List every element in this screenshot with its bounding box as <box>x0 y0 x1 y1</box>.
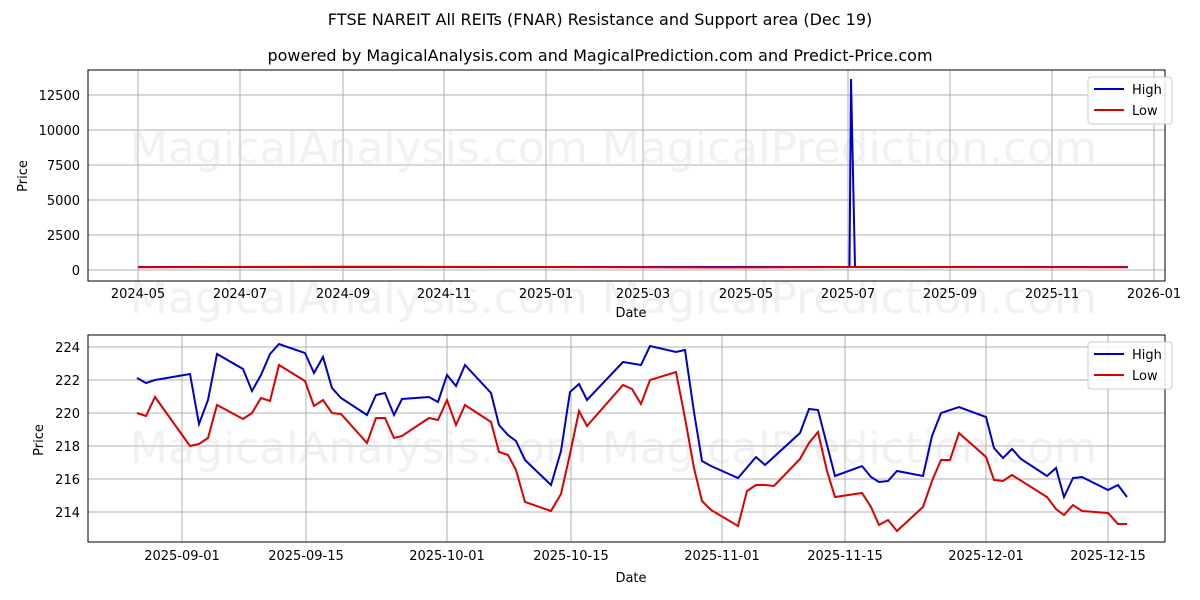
svg-text:10000: 10000 <box>39 124 80 139</box>
upper-low-line <box>137 265 1129 269</box>
lower-x-axis-label: Date <box>615 571 646 586</box>
watermark-analysis-3: MagicalAnalysis.com <box>130 423 588 474</box>
svg-text:222: 222 <box>55 374 80 389</box>
lower-legend: High Low <box>1087 341 1173 390</box>
svg-text:7500: 7500 <box>47 159 80 174</box>
upper-chart: MagicalAnalysis.com MagicalPrediction.co… <box>16 69 1181 324</box>
svg-text:2024-11: 2024-11 <box>417 287 471 302</box>
watermark-analysis: MagicalAnalysis.com <box>130 123 588 174</box>
svg-text:2025-09: 2025-09 <box>923 287 977 302</box>
upper-gridlines <box>88 70 1165 281</box>
chart-title: FTSE NAREIT All REITs (FNAR) Resistance … <box>327 10 873 29</box>
svg-text:216: 216 <box>55 473 80 488</box>
watermark-prediction-3: MagicalPrediction.com <box>602 423 1097 474</box>
upper-x-axis-label: Date <box>615 306 646 321</box>
svg-text:224: 224 <box>55 341 80 356</box>
legend-low-label-2: Low <box>1132 369 1158 384</box>
svg-text:2025-12-01: 2025-12-01 <box>948 549 1024 564</box>
chart-subtitle: powered by MagicalAnalysis.com and Magic… <box>267 46 933 65</box>
svg-text:5000: 5000 <box>47 194 80 209</box>
svg-text:0: 0 <box>72 264 80 279</box>
upper-x-ticks: 2024-05 2024-07 2024-09 2024-11 2025-01 … <box>111 287 1181 302</box>
svg-text:2025-01: 2025-01 <box>519 287 573 302</box>
svg-text:2025-09-15: 2025-09-15 <box>268 549 344 564</box>
upper-legend: High Low <box>1087 76 1173 125</box>
lower-low-line <box>136 363 1127 533</box>
upper-y-ticks: 0 2500 5000 7500 10000 12500 <box>39 89 80 279</box>
svg-text:214: 214 <box>55 506 80 521</box>
svg-text:2025-09-01: 2025-09-01 <box>144 549 220 564</box>
legend-low-label: Low <box>1132 104 1158 119</box>
svg-text:2025-05: 2025-05 <box>719 287 773 302</box>
svg-text:2025-11-15: 2025-11-15 <box>807 549 883 564</box>
lower-gridlines <box>88 335 1165 542</box>
legend-high-label-2: High <box>1132 348 1162 363</box>
svg-text:2025-11: 2025-11 <box>1025 287 1079 302</box>
svg-text:2025-03: 2025-03 <box>616 287 670 302</box>
lower-high-line <box>136 342 1128 500</box>
lower-plot-frame <box>87 334 1166 543</box>
svg-text:2024-09: 2024-09 <box>316 287 370 302</box>
svg-text:2025-11-01: 2025-11-01 <box>684 549 760 564</box>
legend-high-label: High <box>1132 83 1162 98</box>
svg-text:12500: 12500 <box>39 89 80 104</box>
upper-y-axis-label: Price <box>16 160 31 192</box>
lower-chart: MagicalAnalysis.com MagicalPrediction.co… <box>32 334 1173 586</box>
svg-text:2025-12-15: 2025-12-15 <box>1070 549 1146 564</box>
svg-text:2025-10-15: 2025-10-15 <box>533 549 609 564</box>
lower-x-ticks: 2025-09-01 2025-09-15 2025-10-01 2025-10… <box>144 549 1146 564</box>
lower-y-axis-label: Price <box>32 424 47 456</box>
svg-text:2025-07: 2025-07 <box>821 287 875 302</box>
lower-y-ticks: 214 216 218 220 222 224 <box>55 341 80 521</box>
svg-text:2024-05: 2024-05 <box>111 287 165 302</box>
svg-text:2024-07: 2024-07 <box>213 287 267 302</box>
svg-text:2025-10-01: 2025-10-01 <box>409 549 485 564</box>
svg-text:220: 220 <box>55 407 80 422</box>
svg-text:218: 218 <box>55 440 80 455</box>
upper-plot-frame <box>87 69 1166 282</box>
svg-text:2500: 2500 <box>47 229 80 244</box>
svg-text:2026-01: 2026-01 <box>1127 287 1181 302</box>
